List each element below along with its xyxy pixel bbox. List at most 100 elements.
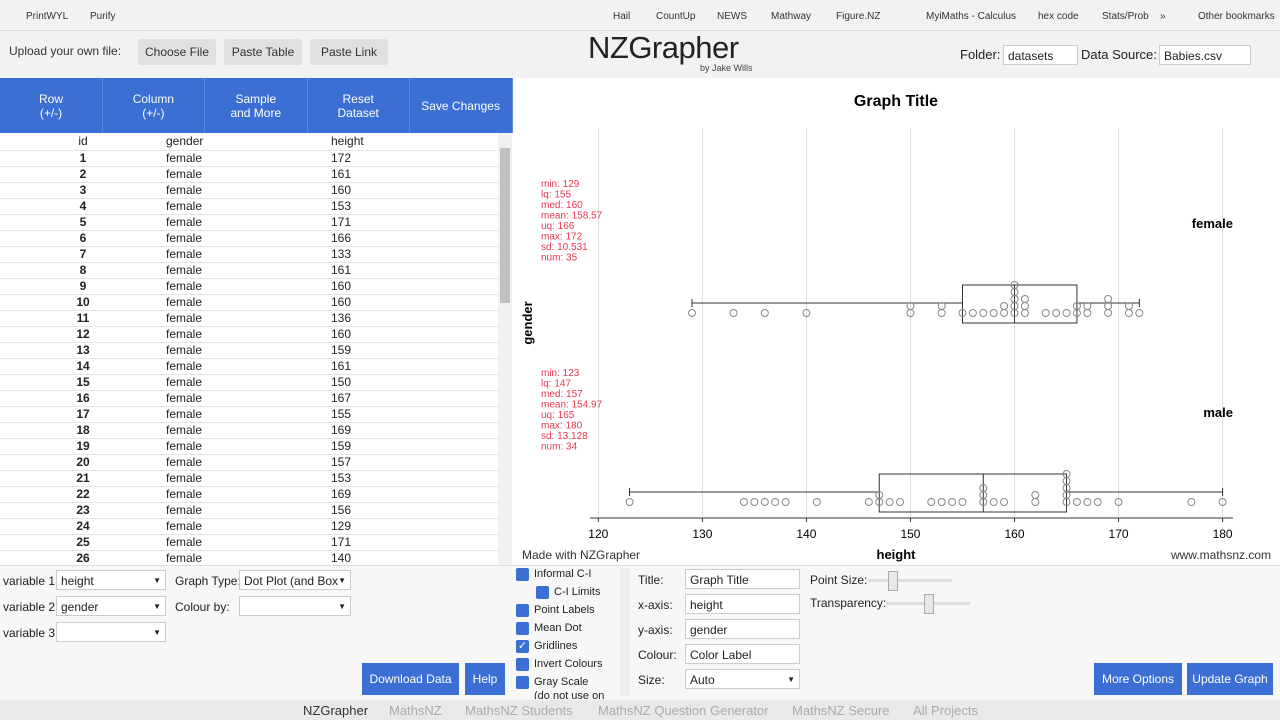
cell[interactable]: female	[166, 391, 203, 405]
update-button[interactable]: Update Graph	[1187, 663, 1273, 695]
cell[interactable]: 159	[331, 439, 352, 453]
footer-link[interactable]: NZGrapher	[303, 703, 369, 718]
cell[interactable]: female	[166, 487, 203, 501]
cell[interactable]: female	[166, 471, 203, 485]
cell[interactable]: 156	[331, 503, 352, 517]
bookmark[interactable]: Other bookmarks	[1198, 11, 1275, 22]
checkbox[interactable]	[516, 604, 529, 617]
cell[interactable]: 153	[331, 199, 352, 213]
cell[interactable]: 19	[76, 439, 90, 453]
options-scrollbar[interactable]	[620, 568, 630, 696]
cell[interactable]: 167	[331, 391, 352, 405]
cell[interactable]: 13	[76, 343, 90, 357]
cell[interactable]: 14	[76, 359, 90, 373]
cell[interactable]: female	[166, 535, 203, 549]
cell[interactable]: female	[166, 183, 203, 197]
cell[interactable]: 22	[76, 487, 90, 501]
toolbar-button[interactable]: Sample and More	[205, 78, 308, 133]
bookmark[interactable]: NEWS	[717, 11, 747, 22]
cell[interactable]: female	[166, 247, 203, 261]
checkbox[interactable]: ✓	[516, 640, 529, 653]
cell[interactable]: female	[166, 455, 203, 469]
slider-handle[interactable]	[924, 594, 934, 614]
cell[interactable]: 26	[76, 551, 90, 565]
footer-link[interactable]: MathsNZ Question Generator	[598, 703, 769, 718]
cell[interactable]: female	[166, 167, 203, 181]
cell[interactable]: 6	[79, 231, 87, 245]
cell[interactable]: 160	[331, 295, 352, 309]
checkbox[interactable]	[516, 658, 529, 671]
cell[interactable]: 16	[76, 391, 90, 405]
cell[interactable]: female	[166, 519, 203, 533]
checkbox[interactable]	[536, 586, 549, 599]
footer-link[interactable]: MathsNZ	[389, 703, 442, 718]
variable-select[interactable]: gender ▼	[56, 596, 166, 616]
field-input[interactable]: height	[685, 594, 800, 614]
bookmark[interactable]: »	[1160, 11, 1166, 22]
cell[interactable]: 17	[76, 407, 90, 421]
cell[interactable]: 172	[331, 151, 352, 165]
cell[interactable]: 10	[76, 295, 90, 309]
toolbar-button[interactable]: Save Changes	[410, 78, 513, 133]
folder-input[interactable]: datasets	[1003, 45, 1078, 65]
source-select[interactable]: Babies.csv	[1159, 45, 1251, 65]
option-label[interactable]: Gray Scale	[534, 676, 589, 688]
cell[interactable]: 18	[76, 423, 90, 437]
cell[interactable]: 136	[331, 311, 352, 325]
cell[interactable]: 11	[76, 311, 90, 325]
cell[interactable]: 161	[331, 263, 352, 277]
cell[interactable]: female	[166, 231, 203, 245]
bookmark[interactable]: Mathway	[771, 11, 812, 22]
scrollbar[interactable]	[498, 133, 512, 565]
slider-track[interactable]	[868, 579, 952, 582]
cell[interactable]: 160	[331, 183, 352, 197]
cell[interactable]: female	[166, 375, 203, 389]
bookmark[interactable]: Purify	[90, 11, 116, 22]
cell[interactable]: 21	[76, 471, 90, 485]
footer-link[interactable]: All Projects	[913, 703, 979, 718]
cell[interactable]: 159	[331, 343, 352, 357]
footer-link[interactable]: MathsNZ Students	[465, 703, 573, 718]
cell[interactable]: 12	[76, 327, 90, 341]
checkbox[interactable]	[516, 676, 529, 689]
variable-select[interactable]: height ▼	[56, 570, 166, 590]
cell[interactable]: 150	[331, 375, 352, 389]
bookmark[interactable]: MyiMaths - Calculus	[926, 11, 1017, 22]
bookmark[interactable]: Figure.NZ	[836, 11, 881, 22]
cell[interactable]: female	[166, 151, 203, 165]
cell[interactable]: female	[166, 551, 203, 565]
cell[interactable]: female	[166, 407, 203, 421]
header-button[interactable]: Paste Link	[310, 39, 388, 65]
footer-link[interactable]: MathsNZ Secure	[792, 703, 890, 718]
field-input[interactable]: gender	[685, 619, 800, 639]
cell[interactable]: 1	[79, 151, 87, 165]
cell[interactable]: female	[166, 359, 203, 373]
cell[interactable]: 140	[331, 551, 352, 565]
cell[interactable]: 3	[79, 183, 87, 197]
cell[interactable]: 2	[79, 167, 87, 181]
cell[interactable]: 23	[76, 503, 90, 517]
toolbar-button[interactable]: Reset Dataset	[307, 78, 411, 133]
option-label[interactable]: Mean Dot	[534, 622, 582, 634]
cell[interactable]: 155	[331, 407, 352, 421]
cell[interactable]: 169	[331, 423, 352, 437]
slider-handle[interactable]	[888, 571, 898, 591]
cell[interactable]: female	[166, 215, 203, 229]
field-input[interactable]: Color Label	[685, 644, 800, 664]
cell[interactable]: female	[166, 295, 203, 309]
cell[interactable]: female	[166, 311, 203, 325]
cell[interactable]: 24	[76, 519, 90, 533]
field-input[interactable]: Auto ▼	[685, 669, 800, 689]
cell[interactable]: 160	[331, 279, 352, 293]
scroll-thumb[interactable]	[500, 148, 510, 303]
cell[interactable]: female	[166, 327, 203, 341]
cell[interactable]: female	[166, 263, 203, 277]
header-button[interactable]: Paste Table	[224, 39, 302, 65]
cell[interactable]: 160	[331, 327, 352, 341]
colour-by-select[interactable]: ▼	[239, 596, 351, 616]
cell[interactable]: 5	[79, 215, 87, 229]
cell[interactable]: 171	[331, 215, 352, 229]
header-button[interactable]: Choose File	[138, 39, 216, 65]
option-label[interactable]: Point Labels	[534, 604, 595, 616]
cell[interactable]: 153	[331, 471, 352, 485]
